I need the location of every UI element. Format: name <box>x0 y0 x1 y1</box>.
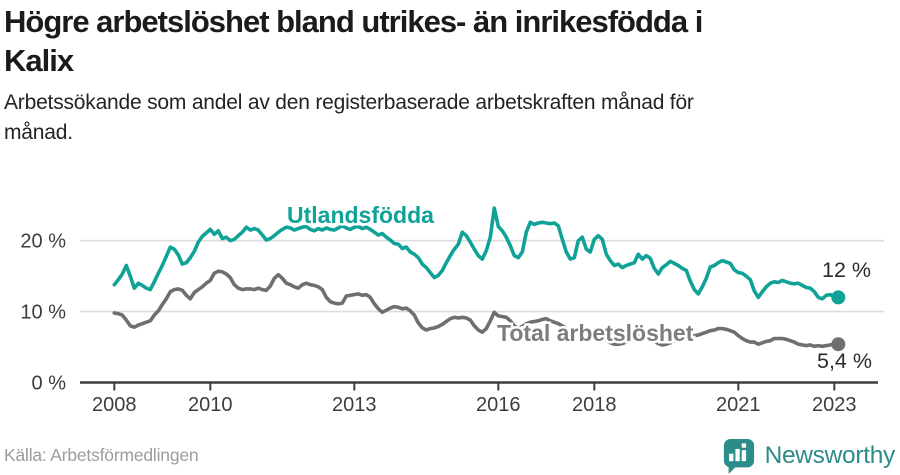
subtitle-line-1: Arbetssökande som andel av den registerb… <box>4 91 694 114</box>
x-tick-label: 2023 <box>812 394 857 416</box>
series-end-dot-total <box>831 337 846 352</box>
header: Högre arbetslöshet bland utrikes- än inr… <box>4 2 896 148</box>
x-tick-label: 2010 <box>188 394 233 416</box>
y-tick-label: 0 % <box>32 373 67 395</box>
series-label-utlandsfodda: Utlandsfödda <box>287 202 434 228</box>
end-value-label-utlandsfodda: 12 % <box>822 258 871 282</box>
subtitle-line-2: månad. <box>4 121 73 144</box>
y-tick-label: 10 % <box>20 302 66 324</box>
x-tick-label: 2021 <box>716 394 761 416</box>
x-tick-label: 2013 <box>332 394 377 416</box>
series-label-total: Total arbetslöshet <box>497 320 694 346</box>
title-line-2: Kalix <box>4 43 74 78</box>
y-tick-label: 20 % <box>20 231 66 253</box>
series-line-total <box>112 269 841 349</box>
line-chart: 20 % 10 % 0 % 2008 2010 2013 2016 2018 2021 2023 U… <box>20 200 884 416</box>
end-value-label-total: 5,4 % <box>817 349 872 373</box>
series-line-utlandsfodda <box>112 206 841 301</box>
x-tick-label: 2018 <box>572 394 617 416</box>
page-title: Högre arbetslöshet bland utrikes- än inr… <box>4 2 896 80</box>
x-tick-label: 2008 <box>92 394 137 416</box>
newsworthy-pin-icon <box>723 439 754 474</box>
title-line-1: Högre arbetslöshet bland utrikes- än inr… <box>4 4 703 39</box>
chart-subtitle: Arbetssökande som andel av den registerb… <box>4 88 896 148</box>
newsworthy-wordmark: Newsworthy <box>764 442 896 469</box>
newsworthy-logo[interactable]: Newsworthy <box>722 437 895 475</box>
series-end-dot-utlandsfodda <box>831 290 846 305</box>
x-tick-label: 2016 <box>476 394 521 416</box>
source-note: Källa: Arbetsförmedlingen <box>4 445 199 465</box>
